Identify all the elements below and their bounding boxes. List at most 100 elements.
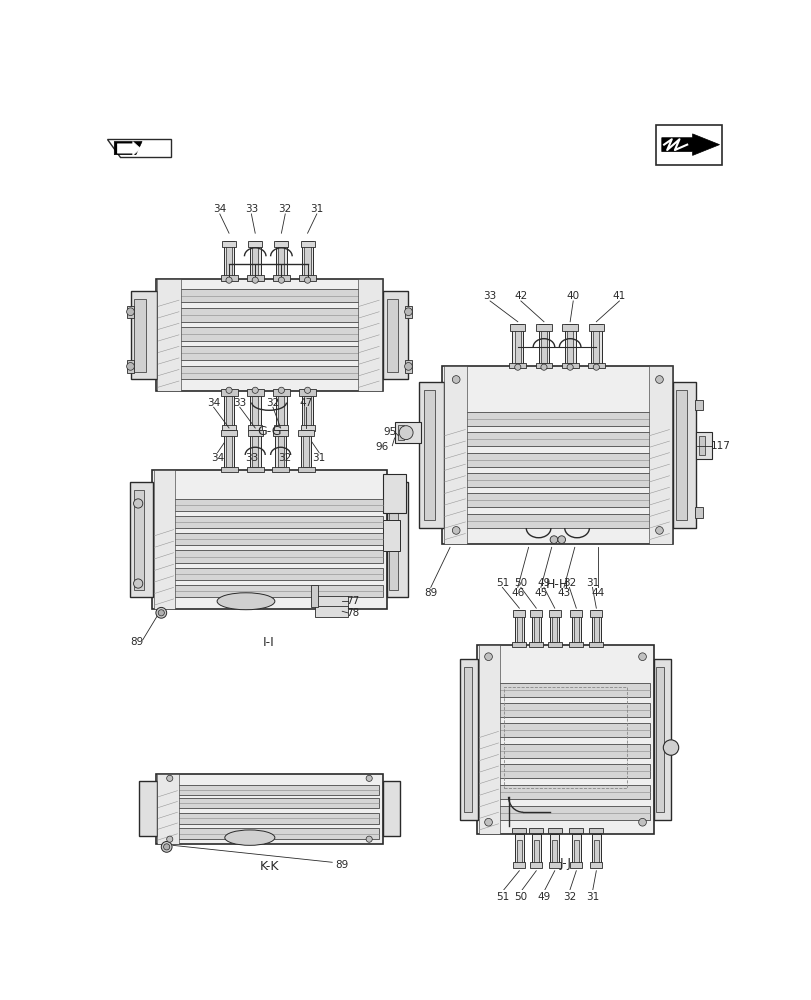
Text: 95: 95	[383, 427, 396, 437]
Bar	[156, 774, 383, 844]
Polygon shape	[107, 139, 171, 157]
Bar	[571, 610, 580, 645]
Bar	[223, 430, 234, 470]
Bar	[514, 330, 520, 363]
Text: K-K: K-K	[259, 860, 278, 873]
Text: 31: 31	[312, 453, 325, 463]
Circle shape	[278, 387, 284, 393]
Bar	[160, 308, 379, 322]
Bar	[569, 610, 581, 617]
Circle shape	[166, 836, 173, 842]
Bar	[534, 840, 538, 863]
Circle shape	[278, 277, 284, 283]
Bar	[160, 798, 379, 808]
Bar	[276, 241, 286, 279]
Bar	[160, 813, 379, 824]
Bar	[534, 616, 538, 642]
Bar	[672, 382, 696, 528]
Bar	[445, 432, 668, 446]
Text: 44: 44	[590, 588, 603, 598]
Bar	[698, 436, 704, 455]
Bar	[277, 436, 283, 467]
Bar	[156, 516, 383, 528]
Text: J-J: J-J	[559, 857, 571, 870]
Bar	[517, 840, 521, 863]
Bar	[394, 422, 420, 443]
Ellipse shape	[217, 593, 274, 610]
Bar	[247, 389, 264, 396]
Bar	[460, 659, 477, 820]
Bar	[589, 828, 603, 833]
Bar	[547, 642, 561, 647]
Bar	[252, 436, 258, 467]
Bar	[591, 834, 600, 866]
Circle shape	[225, 277, 232, 283]
Text: 32: 32	[562, 578, 575, 588]
Text: 49: 49	[537, 578, 550, 588]
Bar	[548, 862, 560, 868]
Circle shape	[654, 527, 663, 534]
Text: 47: 47	[299, 398, 312, 408]
Bar	[304, 396, 311, 426]
Bar	[588, 324, 603, 331]
Bar	[222, 425, 236, 431]
Text: G-G: G-G	[256, 425, 281, 438]
Bar	[480, 723, 650, 737]
Bar	[590, 610, 602, 617]
Bar	[300, 241, 314, 247]
Bar	[298, 430, 313, 436]
Bar	[383, 474, 406, 513]
Bar	[160, 828, 379, 839]
Bar	[594, 840, 598, 863]
Bar	[248, 425, 262, 431]
Text: 41: 41	[612, 291, 625, 301]
Bar	[303, 436, 309, 467]
Bar	[300, 430, 311, 470]
Bar	[247, 275, 264, 281]
Text: H-H: H-H	[546, 578, 569, 591]
Bar	[156, 533, 383, 545]
Bar	[548, 610, 560, 617]
Bar	[573, 616, 578, 642]
Circle shape	[399, 426, 413, 440]
Bar	[534, 363, 551, 368]
Bar	[538, 324, 549, 366]
Bar	[302, 241, 312, 279]
Bar	[304, 246, 311, 276]
Bar	[480, 785, 650, 799]
Circle shape	[156, 607, 166, 618]
Bar	[655, 667, 663, 812]
Circle shape	[514, 364, 520, 370]
Bar	[127, 306, 134, 318]
Circle shape	[540, 364, 547, 370]
Bar	[566, 330, 573, 363]
Bar	[252, 396, 258, 426]
Bar	[298, 389, 315, 396]
Bar	[512, 828, 526, 833]
Bar	[648, 366, 671, 544]
Bar	[225, 436, 232, 467]
Bar	[275, 430, 285, 470]
Bar	[531, 610, 540, 645]
Bar	[272, 275, 290, 281]
Bar	[278, 396, 284, 426]
Bar	[404, 360, 412, 373]
Circle shape	[452, 527, 460, 534]
Text: 50: 50	[513, 892, 527, 902]
Bar	[272, 389, 290, 396]
Bar	[156, 585, 383, 597]
Text: 51: 51	[496, 578, 508, 588]
Bar	[156, 279, 383, 391]
Bar	[134, 490, 144, 590]
Bar	[223, 241, 234, 279]
Bar	[386, 482, 408, 597]
Text: 50: 50	[513, 578, 527, 588]
Bar	[134, 299, 146, 372]
Circle shape	[557, 536, 564, 544]
Polygon shape	[661, 134, 719, 155]
Circle shape	[404, 363, 412, 370]
Bar	[589, 642, 603, 647]
Bar	[300, 425, 314, 431]
Bar	[221, 275, 237, 281]
Bar	[131, 482, 152, 597]
